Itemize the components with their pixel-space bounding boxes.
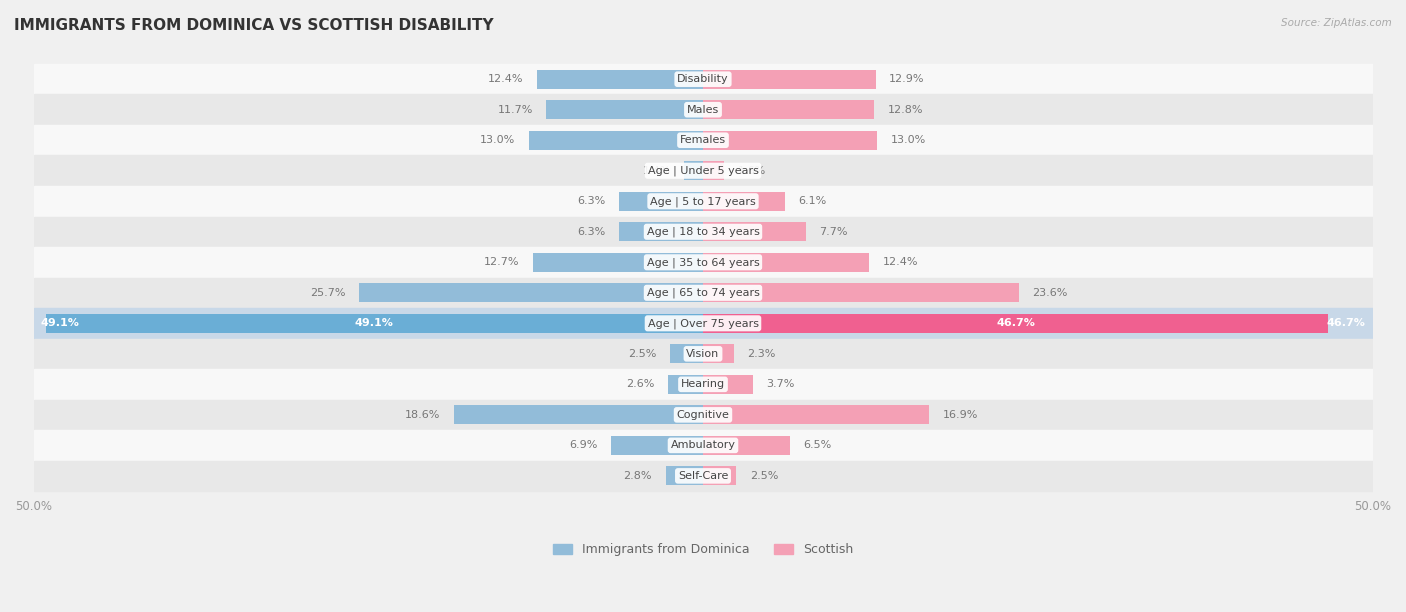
Bar [619,192,703,211]
Bar [669,345,703,364]
Bar [34,461,1372,491]
Bar [703,253,869,272]
Bar [685,162,703,180]
Bar [703,436,790,455]
Bar [34,400,1372,430]
Text: 46.7%: 46.7% [997,318,1035,328]
Bar [34,64,1372,94]
Text: Age | 65 to 74 years: Age | 65 to 74 years [647,288,759,298]
Bar [533,253,703,272]
Bar [359,283,703,302]
Text: Cognitive: Cognitive [676,410,730,420]
Text: Females: Females [681,135,725,145]
Bar [34,186,1372,217]
Text: 2.3%: 2.3% [747,349,776,359]
Text: Self-Care: Self-Care [678,471,728,481]
Bar [34,369,1372,400]
Text: 3.7%: 3.7% [766,379,794,389]
Bar [454,405,703,424]
Bar [703,466,737,485]
Bar [45,314,703,333]
Text: Age | Over 75 years: Age | Over 75 years [648,318,758,329]
Text: 1.4%: 1.4% [643,166,671,176]
Text: 25.7%: 25.7% [309,288,346,298]
Text: 1.6%: 1.6% [738,166,766,176]
Bar [537,70,703,89]
Bar [703,192,785,211]
Text: Hearing: Hearing [681,379,725,389]
Bar [34,155,1372,186]
Bar [703,100,875,119]
Bar [34,94,1372,125]
Text: Age | 35 to 64 years: Age | 35 to 64 years [647,257,759,267]
Text: 2.6%: 2.6% [627,379,655,389]
Text: 12.4%: 12.4% [488,74,523,84]
Bar [34,430,1372,461]
Text: Ambulatory: Ambulatory [671,441,735,450]
Text: 13.0%: 13.0% [890,135,925,145]
Text: 23.6%: 23.6% [1032,288,1067,298]
Bar [703,375,752,394]
Text: 49.1%: 49.1% [41,318,79,328]
Text: 46.7%: 46.7% [1327,318,1365,328]
Text: 2.5%: 2.5% [749,471,779,481]
Bar [703,70,876,89]
Bar [668,375,703,394]
Text: Disability: Disability [678,74,728,84]
Bar [34,125,1372,155]
Bar [529,131,703,150]
Text: 18.6%: 18.6% [405,410,440,420]
Bar [547,100,703,119]
Bar [703,314,1329,333]
Text: 6.3%: 6.3% [576,227,605,237]
Bar [703,405,929,424]
Text: 12.7%: 12.7% [484,257,520,267]
Text: 12.8%: 12.8% [887,105,924,114]
Text: 16.9%: 16.9% [942,410,979,420]
Text: 6.1%: 6.1% [799,196,827,206]
Text: 49.1%: 49.1% [354,318,394,328]
Text: 7.7%: 7.7% [820,227,848,237]
Bar [34,278,1372,308]
Text: 2.8%: 2.8% [624,471,652,481]
Text: Source: ZipAtlas.com: Source: ZipAtlas.com [1281,18,1392,28]
Text: IMMIGRANTS FROM DOMINICA VS SCOTTISH DISABILITY: IMMIGRANTS FROM DOMINICA VS SCOTTISH DIS… [14,18,494,34]
Bar [703,131,877,150]
Bar [619,222,703,241]
Text: Age | Under 5 years: Age | Under 5 years [648,165,758,176]
Bar [665,466,703,485]
Bar [34,247,1372,278]
Text: 12.4%: 12.4% [883,257,918,267]
Text: Age | 5 to 17 years: Age | 5 to 17 years [650,196,756,206]
Text: Males: Males [688,105,718,114]
Legend: Immigrants from Dominica, Scottish: Immigrants from Dominica, Scottish [548,539,858,561]
Bar [703,283,1019,302]
Text: 6.3%: 6.3% [576,196,605,206]
Bar [34,338,1372,369]
Text: 6.9%: 6.9% [569,441,598,450]
Bar [703,162,724,180]
Text: 12.9%: 12.9% [889,74,925,84]
Text: Vision: Vision [686,349,720,359]
Bar [703,222,806,241]
Text: 11.7%: 11.7% [498,105,533,114]
Bar [34,217,1372,247]
Text: 13.0%: 13.0% [481,135,516,145]
Bar [610,436,703,455]
Bar [34,308,1372,338]
Text: Age | 18 to 34 years: Age | 18 to 34 years [647,226,759,237]
Text: 6.5%: 6.5% [803,441,832,450]
Text: 2.5%: 2.5% [627,349,657,359]
Bar [703,345,734,364]
